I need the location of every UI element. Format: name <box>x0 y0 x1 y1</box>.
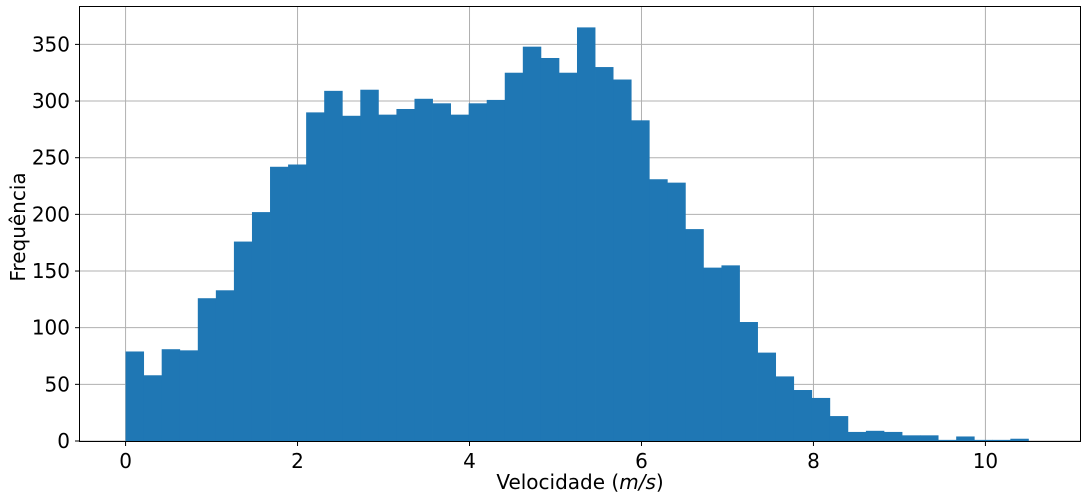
histogram-bar <box>522 46 542 441</box>
histogram-bar <box>558 72 578 441</box>
y-tick-label: 200 <box>32 202 70 226</box>
x-tick-label: 10 <box>973 449 998 473</box>
histogram-bar <box>233 241 253 441</box>
histogram-bar <box>378 114 397 441</box>
histogram-bar <box>270 166 289 441</box>
histogram-bar <box>829 416 849 441</box>
y-tick-label: 100 <box>32 316 70 340</box>
histogram-bar <box>883 431 903 441</box>
histogram-bar <box>143 375 163 441</box>
plot-frame <box>79 6 1081 442</box>
histogram-bar <box>902 435 921 441</box>
histogram-bar <box>631 120 650 442</box>
histogram-bar <box>450 114 470 441</box>
histogram-bar <box>342 115 361 441</box>
histogram-bar <box>865 430 885 441</box>
x-tick-label: 8 <box>807 449 820 473</box>
histogram-bars <box>125 27 1029 442</box>
histogram-bar <box>920 435 939 441</box>
y-tick-label: 150 <box>32 259 70 283</box>
histogram-bar <box>613 79 632 442</box>
histogram-bar <box>757 352 777 441</box>
axis-ticks <box>75 43 986 446</box>
histogram-bar <box>414 98 433 442</box>
histogram-bar <box>197 298 217 441</box>
histogram-bar <box>125 351 145 441</box>
histogram-bar <box>432 103 451 441</box>
histogram-bar <box>576 27 596 441</box>
histogram-bar <box>649 179 668 441</box>
x-tick-label: 2 <box>291 449 304 473</box>
y-tick-label: 50 <box>45 372 70 396</box>
histogram-bar <box>468 103 488 441</box>
histogram-bar <box>721 265 740 441</box>
histogram-bar <box>288 164 307 441</box>
histogram-bar <box>179 350 199 441</box>
histogram-bar <box>847 431 867 441</box>
histogram-bar <box>215 290 235 441</box>
histogram-bar <box>938 439 957 441</box>
y-axis-label: Frequência <box>6 172 30 281</box>
histogram-bar <box>540 57 560 442</box>
histogram-bar <box>956 436 975 441</box>
histogram-bar <box>324 90 343 441</box>
histogram-bar <box>703 267 722 441</box>
y-tick-label: 250 <box>32 146 70 170</box>
histogram-bar <box>486 99 506 441</box>
histogram-bar <box>775 376 795 441</box>
histogram-bar <box>251 212 271 441</box>
histogram-bar <box>739 322 758 441</box>
histogram-bar <box>811 397 831 441</box>
histogram-bar <box>974 439 993 441</box>
histogram-bar <box>360 89 379 441</box>
histogram-bar <box>504 72 524 441</box>
x-axis-label: Velocidade (m/s) <box>496 470 663 494</box>
x-tick-label: 6 <box>635 449 648 473</box>
histogram-bar <box>992 439 1011 441</box>
histogram-bar <box>667 182 686 441</box>
histogram-bar <box>161 349 181 441</box>
histogram-bar <box>595 67 614 442</box>
x-tick-label: 0 <box>119 449 132 473</box>
y-tick-labels: 0 50 100 150 200 250 300 350 <box>32 32 70 453</box>
histogram-bar <box>685 229 704 441</box>
y-tick-label: 0 <box>57 429 70 453</box>
histogram-bar <box>1010 438 1029 441</box>
y-tick-label: 350 <box>32 32 70 56</box>
x-tick-labels: 0 2 4 6 8 10 <box>119 449 998 473</box>
histogram-bar <box>793 390 813 441</box>
x-tick-label: 4 <box>463 449 476 473</box>
histogram-bar <box>396 108 415 441</box>
histogram-bar <box>306 112 325 441</box>
y-tick-label: 300 <box>32 89 70 113</box>
